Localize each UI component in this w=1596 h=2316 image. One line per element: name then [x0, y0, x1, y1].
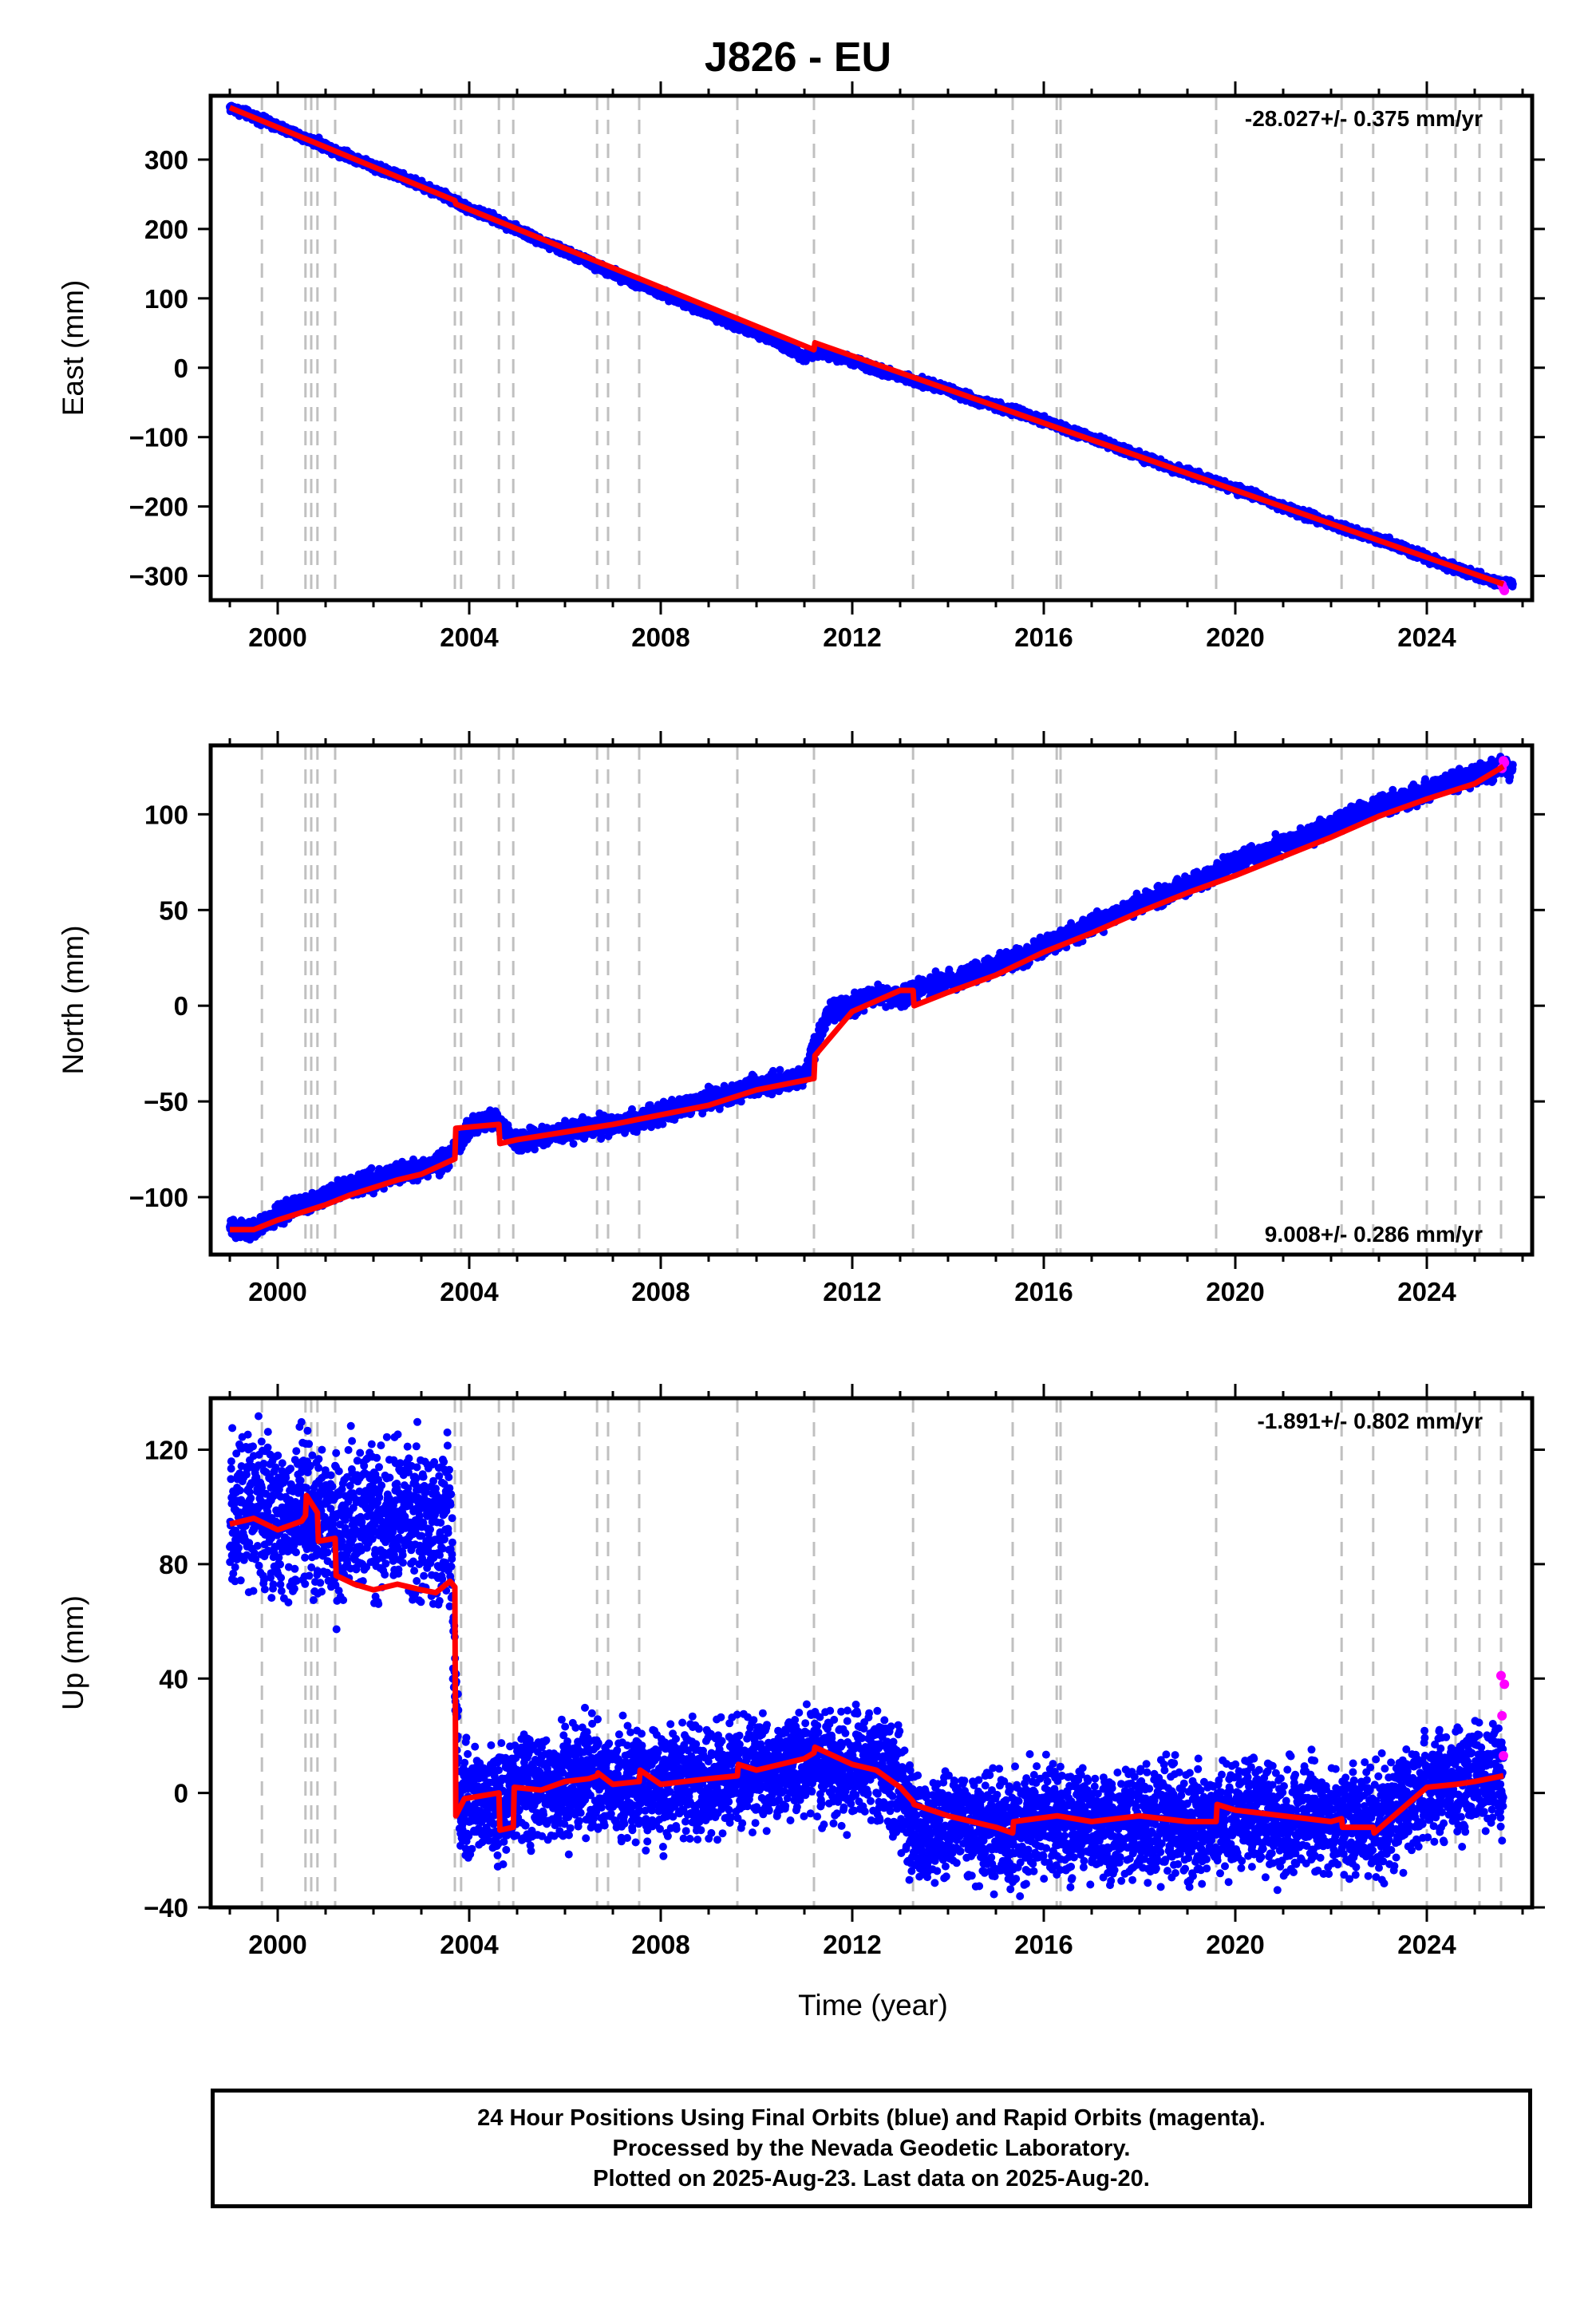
panel-frame: [208, 93, 1535, 603]
chart-title: J826 - EU: [704, 34, 892, 81]
final-orbit-points: [226, 101, 1517, 591]
x-tick-label: 2004: [440, 622, 499, 652]
y-tick-label: 100: [144, 284, 188, 314]
rapid-orbit-point: [1499, 585, 1510, 595]
panel-east: 2000 2004 2008 2012 2016 2020 2024−300−200−100…: [57, 81, 1545, 652]
y-tick-label: −200: [129, 492, 188, 522]
x-tick-label: 2008: [631, 622, 689, 652]
y-tick-label: 0: [174, 354, 188, 383]
x-tick-label: 2012: [823, 622, 881, 652]
final-orbit-point: [1508, 579, 1517, 588]
x-tick-label: 2024: [1397, 622, 1456, 652]
y-tick-label: 200: [144, 215, 188, 244]
y-axis-title: East (mm): [57, 280, 89, 417]
final-orbit-points: [226, 753, 1517, 1244]
model-line: [228, 105, 1505, 587]
rate-annotation: -28.027+/- 0.375 mm/yr: [1245, 106, 1483, 131]
panel-north: 2000 2004 2008 2012 2016 2020 2024−100−5005010…: [57, 731, 1545, 1306]
x-tick-label: 2020: [1206, 622, 1264, 652]
y-tick-label: −100: [129, 423, 188, 453]
plot-area-east: [226, 96, 1517, 600]
plot-area-north: [226, 745, 1517, 1255]
x-tick-label: 2016: [1014, 622, 1073, 652]
y-tick-label: −300: [129, 562, 188, 591]
x-tick-label: 2000: [248, 622, 306, 652]
y-tick-label: 300: [144, 145, 188, 175]
